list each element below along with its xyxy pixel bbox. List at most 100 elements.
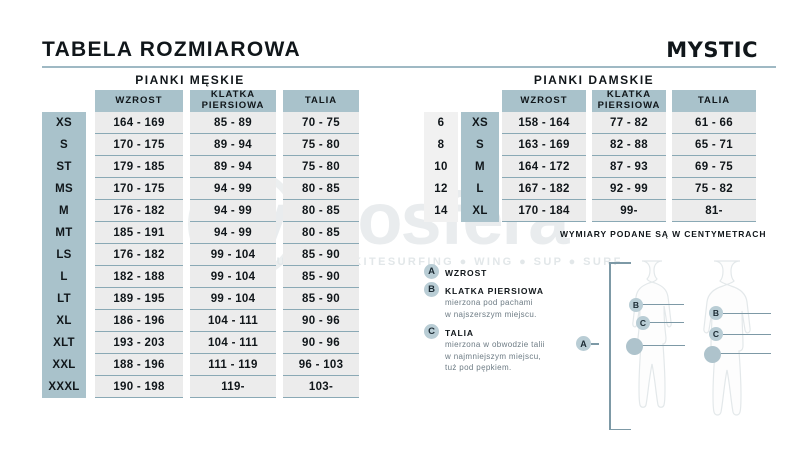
men-size-cell: XXXL <box>42 376 86 398</box>
women-size-cell: S <box>461 134 499 156</box>
men-chest-cell: 99 - 104 <box>190 244 276 266</box>
men-waist-cell: 70 - 75 <box>283 112 359 134</box>
men-chest-cell: 99 - 104 <box>190 288 276 310</box>
women-size-cell: XL <box>461 200 499 222</box>
units-note: WYMIARY PODANE SĄ W CENTYMETRACH <box>560 229 767 239</box>
female-waist-marker: C <box>636 316 650 330</box>
male-figure: B C <box>701 258 779 435</box>
men-height-cell: 186 - 196 <box>95 310 183 332</box>
women-waist-cell: 75 - 82 <box>672 178 756 200</box>
legend-badge-b: B <box>424 282 439 297</box>
male-hip-marker <box>704 346 721 363</box>
men-height-cell: 176 - 182 <box>95 244 183 266</box>
women-size-cell: XS <box>461 112 499 134</box>
women-height-cell: 158 - 164 <box>502 112 586 134</box>
men-size-cell: LS <box>42 244 86 266</box>
men-height-column: WZROST 164 - 169 170 - 175 179 - 185 170 - 1… <box>95 90 183 398</box>
men-waist-cell: 85 - 90 <box>283 244 359 266</box>
women-size-column: XS S M L XL <box>461 90 499 222</box>
women-waist-cell: 69 - 75 <box>672 156 756 178</box>
men-size-cell: LT <box>42 288 86 310</box>
women-size-header <box>461 90 499 112</box>
men-waist-cell: 96 - 103 <box>283 354 359 376</box>
women-numeric-size-cell: 14 <box>424 200 458 222</box>
women-size-cell: L <box>461 178 499 200</box>
women-height-cell: 170 - 184 <box>502 200 586 222</box>
female-chest-marker: B <box>629 298 643 312</box>
women-waist-cell: 65 - 71 <box>672 134 756 156</box>
men-height-cell: 188 - 196 <box>95 354 183 376</box>
legend-description: mierzona pod pachami w najszerszym miejsc… <box>445 298 537 319</box>
men-waist-column: TALIA 70 - 75 75 - 80 75 - 80 80 - 85 80 - 85… <box>283 90 359 398</box>
men-height-cell: 189 - 195 <box>95 288 183 310</box>
men-size-cell: XXL <box>42 354 86 376</box>
women-chest-cell: 82 - 88 <box>592 134 666 156</box>
men-chest-cell: 99 - 104 <box>190 266 276 288</box>
women-numeric-size-column: 6 8 10 12 14 <box>424 90 458 222</box>
measurement-legend: A WZROST B KLATKA PIERSIOWA mierzona pod pac… <box>424 264 594 378</box>
women-numeric-size-header <box>424 90 458 112</box>
page-title: TABELA ROZMIAROWA <box>42 38 301 61</box>
men-size-cell: XLT <box>42 332 86 354</box>
men-size-cell: L <box>42 266 86 288</box>
men-size-cell: ST <box>42 156 86 178</box>
legend-badge-a: A <box>424 264 439 279</box>
legend-item-c: C TALIA mierzona w obwodzie talii w najmnie… <box>424 324 594 374</box>
men-size-cell: MS <box>42 178 86 200</box>
men-size-header <box>42 90 86 112</box>
men-chest-cell: 85 - 89 <box>190 112 276 134</box>
men-height-cell: 170 - 175 <box>95 134 183 156</box>
men-waist-cell: 80 - 85 <box>283 200 359 222</box>
men-size-cell: XS <box>42 112 86 134</box>
men-waist-cell: 90 - 96 <box>283 332 359 354</box>
men-chest-cell: 94 - 99 <box>190 222 276 244</box>
women-waist-cell: 81- <box>672 200 756 222</box>
men-waist-cell: 85 - 90 <box>283 288 359 310</box>
women-waist-column: TALIA 61 - 66 65 - 71 69 - 75 75 - 82 81- <box>672 90 756 222</box>
women-height-column: WZROST 158 - 164 163 - 169 164 - 172 167 - 1… <box>502 90 586 222</box>
men-chest-column: KLATKA PIERSIOWA 85 - 89 89 - 94 89 - 94 94 -… <box>190 90 276 398</box>
female-hip-marker <box>626 338 643 355</box>
women-chest-cell: 77 - 82 <box>592 112 666 134</box>
male-waist-marker: C <box>709 327 723 341</box>
legend-item-a: A WZROST <box>424 264 594 279</box>
women-table-title: PIANKI DAMSKIE <box>533 73 655 87</box>
women-size-cell: M <box>461 156 499 178</box>
legend-badge-c: C <box>424 324 439 340</box>
men-chest-cell: 119- <box>190 376 276 398</box>
men-waist-header: TALIA <box>283 90 359 112</box>
men-size-cell: S <box>42 134 86 156</box>
men-waist-cell: 80 - 85 <box>283 222 359 244</box>
legend-heading: KLATKA PIERSIOWA <box>445 286 544 296</box>
legend-description: mierzona w obwodzie talii w najmniejszym … <box>445 340 545 373</box>
women-numeric-size-cell: 8 <box>424 134 458 156</box>
men-chest-cell: 94 - 99 <box>190 178 276 200</box>
men-height-header: WZROST <box>95 90 183 112</box>
male-chest-marker: B <box>709 306 723 320</box>
men-waist-cell: 75 - 80 <box>283 134 359 156</box>
women-waist-cell: 61 - 66 <box>672 112 756 134</box>
men-size-cell: MT <box>42 222 86 244</box>
women-chest-column: KLATKA PIERSIOWA 77 - 82 82 - 88 87 - 93 92 -… <box>592 90 666 222</box>
women-numeric-size-cell: 6 <box>424 112 458 134</box>
men-height-cell: 179 - 185 <box>95 156 183 178</box>
men-height-cell: 182 - 188 <box>95 266 183 288</box>
men-waist-cell: 90 - 96 <box>283 310 359 332</box>
men-height-cell: 193 - 203 <box>95 332 183 354</box>
height-marker-a: A <box>576 336 591 351</box>
female-figure: B C <box>626 258 698 435</box>
women-numeric-size-cell: 10 <box>424 156 458 178</box>
brand-logo: MYSTIC <box>666 38 758 62</box>
men-waist-cell: 75 - 80 <box>283 156 359 178</box>
legend-item-b: B KLATKA PIERSIOWA mierzona pod pachami w n… <box>424 282 594 320</box>
men-height-cell: 185 - 191 <box>95 222 183 244</box>
men-chest-cell: 104 - 111 <box>190 310 276 332</box>
men-size-cell: M <box>42 200 86 222</box>
men-size-column: XS S ST MS M MT LS L LT XL XLT XXL XXXL <box>42 90 86 398</box>
men-chest-cell: 111 - 119 <box>190 354 276 376</box>
men-chest-cell: 89 - 94 <box>190 134 276 156</box>
men-chest-cell: 104 - 111 <box>190 332 276 354</box>
women-chest-cell: 92 - 99 <box>592 178 666 200</box>
men-waist-cell: 103- <box>283 376 359 398</box>
